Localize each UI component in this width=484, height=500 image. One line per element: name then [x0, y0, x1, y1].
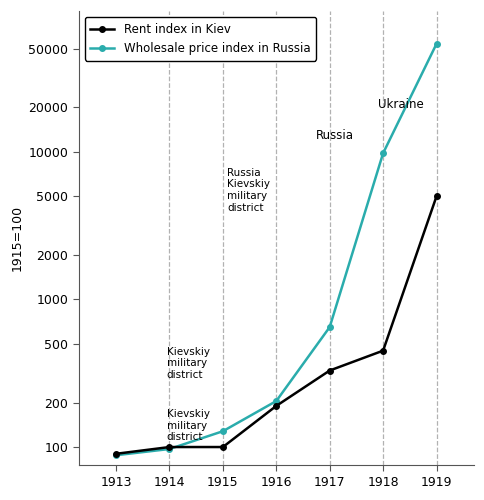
Wholesale price index in Russia — [113, 452, 119, 458]
Text: Ukraine: Ukraine — [377, 98, 423, 111]
Legend: Rent index in Kiev, Wholesale price index in Russia: Rent index in Kiev, Wholesale price inde… — [84, 17, 316, 60]
Wholesale price index in Russia — [379, 150, 385, 156]
Line: Wholesale price index in Russia: Wholesale price index in Russia — [113, 41, 439, 458]
Rent index in Kiev — [273, 403, 279, 409]
Text: Kievskiy
military
district: Kievskiy military district — [166, 346, 210, 380]
Rent index in Kiev — [326, 368, 332, 374]
Rent index in Kiev — [379, 348, 385, 354]
Text: Russia
Kievskiy
military
district: Russia Kievskiy military district — [227, 168, 270, 212]
Y-axis label: 1915=100: 1915=100 — [11, 205, 24, 272]
Wholesale price index in Russia — [433, 41, 439, 47]
Text: Kievskiy
military
district: Kievskiy military district — [166, 409, 210, 442]
Rent index in Kiev — [113, 451, 119, 457]
Wholesale price index in Russia — [273, 398, 279, 404]
Line: Rent index in Kiev: Rent index in Kiev — [113, 194, 439, 456]
Wholesale price index in Russia — [220, 428, 226, 434]
Text: Russia: Russia — [316, 128, 354, 141]
Rent index in Kiev — [166, 444, 172, 450]
Wholesale price index in Russia — [166, 446, 172, 452]
Wholesale price index in Russia — [326, 324, 332, 330]
Rent index in Kiev — [220, 444, 226, 450]
Rent index in Kiev — [433, 194, 439, 200]
